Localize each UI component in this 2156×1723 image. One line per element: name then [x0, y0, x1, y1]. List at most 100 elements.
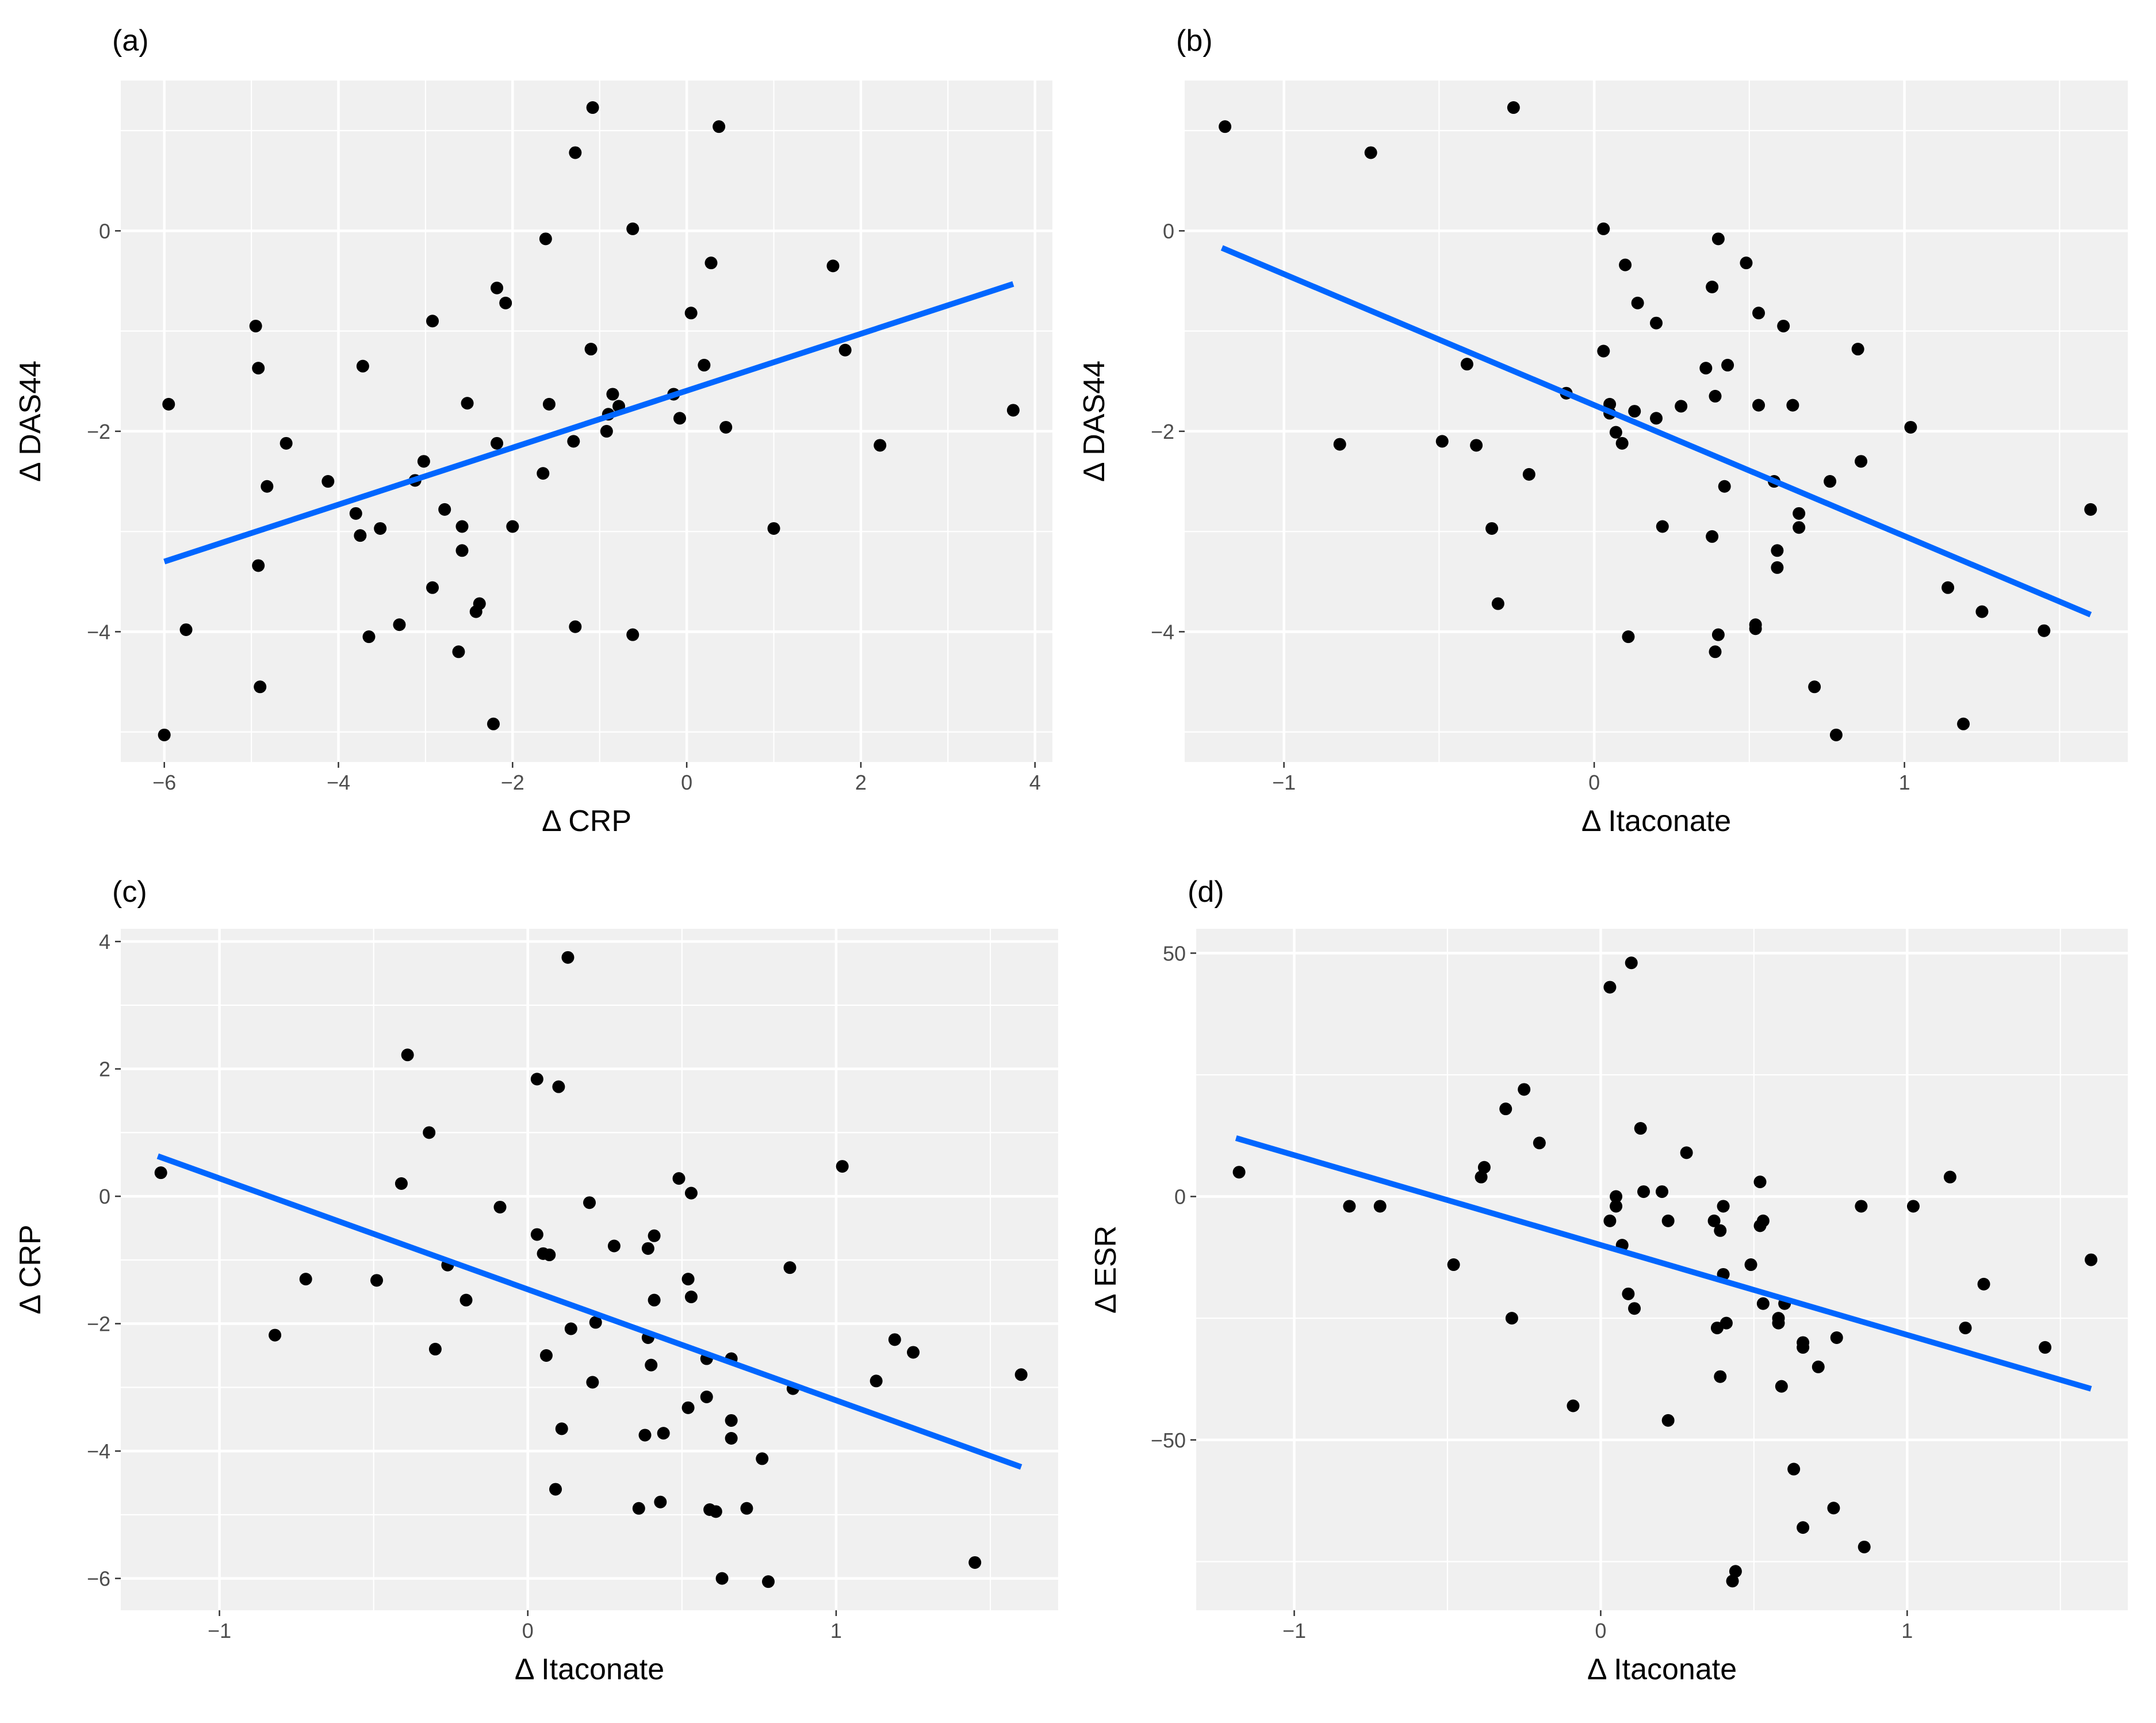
data-point: [1522, 468, 1535, 481]
data-point: [1753, 1176, 1767, 1189]
regression-line: [1235, 1135, 2092, 1392]
data-point: [461, 397, 474, 410]
data-point: [459, 1293, 473, 1307]
data-point: [491, 437, 504, 450]
data-point: [1772, 1316, 1785, 1330]
data-point: [607, 1239, 621, 1253]
data-point: [1706, 280, 1719, 293]
data-point: [783, 1261, 796, 1274]
panel-background: [1196, 929, 2128, 1610]
x-tick-label: −4: [327, 771, 350, 794]
data-point: [569, 146, 582, 159]
data-point: [1447, 1258, 1460, 1272]
panel-background: [121, 929, 1058, 1610]
data-point: [654, 1495, 667, 1508]
data-point: [567, 435, 580, 448]
data-point: [423, 1126, 436, 1139]
data-point: [417, 455, 430, 468]
x-axis-title: Δ CRP: [542, 805, 631, 838]
data-point: [1855, 1200, 1868, 1213]
data-point: [1343, 1200, 1356, 1213]
data-point: [1720, 1316, 1733, 1330]
data-point: [1756, 1214, 1770, 1227]
data-point: [1006, 404, 1020, 417]
data-point: [756, 1452, 769, 1465]
data-point: [569, 620, 582, 633]
data-point: [1622, 1287, 1635, 1300]
data-point: [713, 120, 726, 133]
y-axis-title: Δ CRP: [14, 1224, 47, 1314]
data-point: [455, 520, 469, 533]
data-point: [583, 1196, 596, 1209]
data-point: [1699, 362, 1713, 375]
data-point: [1485, 522, 1499, 535]
data-point: [1628, 405, 1641, 418]
data-point: [158, 728, 171, 741]
data-point: [452, 645, 465, 658]
panel-label: (b): [1176, 24, 1213, 58]
y-tick-label: 0: [99, 1185, 110, 1208]
x-tick-label: 0: [1595, 1619, 1606, 1642]
x-tick-label: 0: [1588, 771, 1600, 794]
data-point: [1477, 1161, 1491, 1174]
data-point: [1797, 1341, 1810, 1354]
panel-b: −1 0 1 −4 −2 0 Δ Itaconate Δ DAS44 (b): [1078, 24, 2128, 838]
x-tick-label: 1: [1901, 1619, 1913, 1642]
y-tick-label: −4: [87, 1439, 110, 1463]
data-point: [1597, 344, 1610, 358]
data-point: [1603, 1214, 1617, 1227]
data-point: [349, 507, 362, 520]
data-point: [1656, 1185, 1668, 1199]
data-point: [1941, 581, 1955, 594]
data-point: [1533, 1136, 1546, 1150]
data-point: [672, 1172, 686, 1185]
x-tick-label: −6: [152, 771, 176, 794]
data-point: [1625, 956, 1638, 970]
data-point: [1014, 1368, 1028, 1381]
data-point: [261, 480, 274, 493]
data-point: [838, 343, 852, 357]
data-point: [2039, 1341, 2052, 1354]
data-point: [487, 717, 500, 730]
data-point: [542, 397, 556, 411]
data-point: [564, 1322, 577, 1335]
data-point: [393, 618, 406, 631]
data-point: [632, 1502, 645, 1515]
data-point: [1771, 561, 1784, 574]
data-point: [299, 1273, 312, 1286]
data-point: [1824, 475, 1837, 488]
data-point: [539, 1349, 553, 1362]
data-point: [370, 1274, 384, 1287]
data-point: [1507, 101, 1520, 114]
x-axis-title: Δ Itaconate: [1587, 1653, 1737, 1686]
data-point: [1610, 1190, 1623, 1203]
data-point: [1775, 1380, 1788, 1393]
data-point: [684, 1186, 698, 1200]
regression-line: [163, 281, 1014, 565]
data-point: [1729, 1565, 1742, 1578]
data-point: [704, 256, 718, 270]
data-point: [2084, 503, 2097, 516]
data-point: [549, 1483, 562, 1496]
data-point: [1650, 316, 1663, 330]
data-point: [715, 1572, 729, 1585]
data-point: [1219, 120, 1232, 133]
data-point: [1661, 1414, 1675, 1427]
data-point: [1959, 1322, 1972, 1335]
data-point: [586, 1376, 599, 1389]
data-point: [709, 1505, 722, 1518]
data-point: [1609, 426, 1622, 439]
x-tick-label: 4: [1029, 771, 1041, 794]
x-tick-label: 1: [1899, 771, 1910, 794]
data-point: [1499, 1102, 1512, 1116]
x-axis-title: Δ Itaconate: [1581, 805, 1731, 838]
data-point: [1232, 1166, 1246, 1179]
panel-c: −1 0 1 −6 −4 −2 0 2 4 Δ Itaconate Δ CRP (c): [14, 875, 1058, 1686]
data-point: [1752, 399, 1766, 412]
data-point: [906, 1346, 920, 1359]
data-point: [1603, 981, 1617, 994]
x-tick-label: 0: [681, 771, 692, 794]
data-point: [589, 1316, 602, 1329]
data-point: [162, 397, 175, 411]
